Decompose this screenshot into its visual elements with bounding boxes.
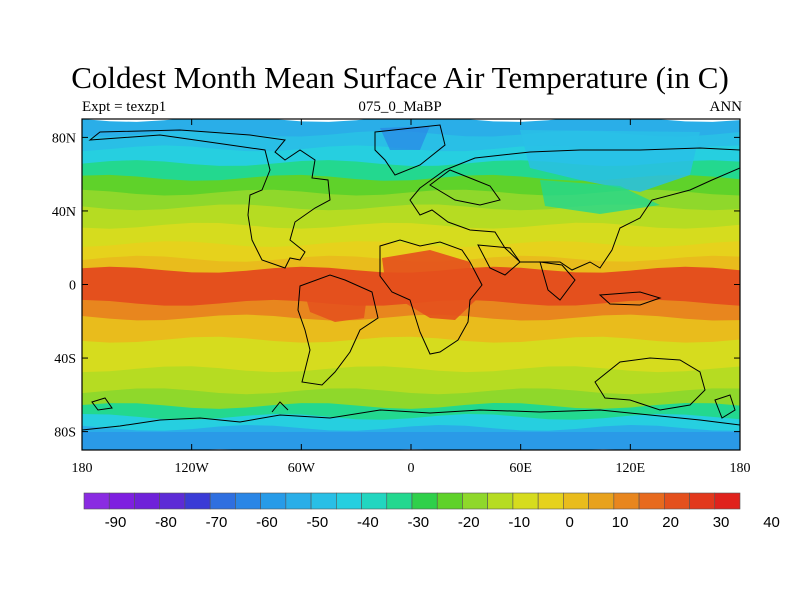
antarctic-island-outline [91,397,113,411]
map-title: Coldest Month Mean Surface Air Temperatu… [71,60,729,95]
season-label: ANN [709,99,743,115]
australia-outline [594,357,706,411]
antarctica-outline [82,409,740,431]
colorbar-swatch [664,492,690,510]
colorbar-label: -10 [508,514,530,531]
colorbar-swatch [436,492,463,510]
colorbar-swatch [588,492,615,510]
colorbar-swatch [487,492,514,510]
colorbar-label: -80 [155,514,177,531]
india-outline [539,261,576,301]
colorbar-swatch [134,492,160,510]
colorbar-swatch [714,492,741,510]
colorbar-swatch [209,492,236,510]
europe-north-outline [429,169,501,206]
y-tick-label: 40S [54,352,76,367]
y-tick-label: 80S [54,426,76,441]
colorbar-swatch [563,492,589,510]
colorbar: -90-80-70-60-50-40-30-20-1001020304050 [83,492,780,531]
indonesia-outline [598,291,662,306]
x-tick-label: 120W [175,461,210,476]
x-tick-label: 180 [72,461,93,476]
colorbar-label: 20 [662,514,679,531]
south-america-outline [297,274,379,386]
antarctic-cold-patch [82,432,740,450]
temperature-band [82,336,740,375]
colorbar-swatch [310,492,337,510]
africa-warm-patch [382,250,476,320]
temperature-band [82,388,740,411]
colorbar-swatch [336,492,362,510]
arabia-outline [477,244,521,276]
colorbar-label: -20 [458,514,480,531]
temperature-band [82,241,740,264]
colorbar-label: -30 [407,514,429,531]
temperature-band [82,366,740,397]
colorbar-label: 30 [713,514,730,531]
colorbar-swatch [159,492,186,510]
x-tick-label: 0 [408,461,415,476]
x-tick-label: 120E [616,461,646,476]
y-tick-label: 0 [69,279,76,294]
colorbar-label: -40 [357,514,379,531]
eurasia-outline [409,147,740,271]
time-period-label: 075_0_MaBP [358,99,442,115]
north-america-outline [88,129,331,269]
greenland-cold-patch [380,126,430,150]
colorbar-swatch [235,492,261,510]
colorbar-swatch [285,492,312,510]
coastlines [82,124,740,431]
x-tick-label: 180 [730,461,751,476]
colorbar-swatch [613,492,640,510]
asia-cold-patch [520,130,700,192]
colorbar-label: 10 [612,514,629,531]
colorbar-swatch [537,492,564,510]
temperature-field [82,119,740,450]
colorbar-label: -50 [307,514,329,531]
temperature-band [82,299,740,323]
colorbar-label: 0 [566,514,574,531]
colorbar-swatch [411,492,438,510]
temperature-band [82,314,740,345]
y-axis: 80N 40N 0 40S 80S [52,131,740,441]
colorbar-label: -90 [105,514,127,531]
temperature-band [82,414,740,433]
x-tick-label: 60W [288,461,316,476]
greenland-outline [374,124,446,176]
y-tick-label: 80N [52,131,76,146]
colorbar-swatch [361,492,388,510]
south-america-warm-patch [302,276,368,322]
colorbar-swatch [260,492,287,510]
siberia-cold-patch [540,180,660,214]
colorbar-swatch [184,492,211,510]
x-axis: 180 120W 60W 0 60E 120E 180 [72,119,751,476]
colorbar-swatch [689,492,716,510]
colorbar-swatch [386,492,413,510]
colorbar-swatch [108,492,135,510]
y-tick-label: 40N [52,205,76,220]
x-tick-label: 60E [509,461,532,476]
colorbar-label: -60 [256,514,278,531]
colorbar-label: -70 [206,514,228,531]
colorbar-swatch [512,492,539,510]
antarctic-peninsula-outline [271,401,289,413]
colorbar-swatch [462,492,488,510]
colorbar-label: 40 [763,514,780,531]
africa-outline [379,239,483,355]
colorbar-swatch [83,492,110,510]
experiment-label: Expt = texzp1 [82,99,167,115]
colorbar-swatch [638,492,665,510]
new-zealand-outline [714,394,736,419]
